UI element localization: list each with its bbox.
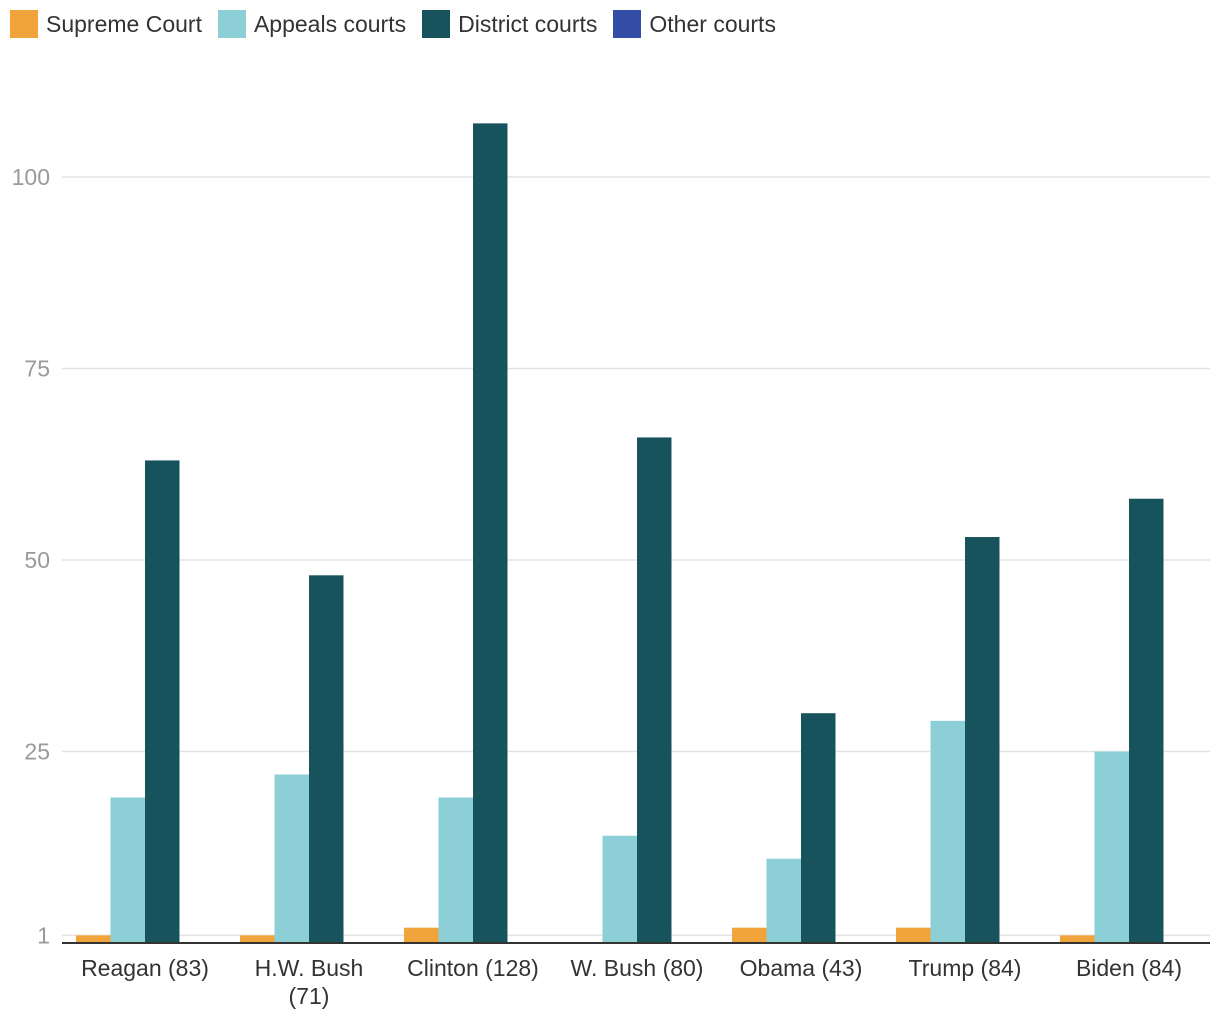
bar-supreme-court [240,935,275,943]
bar-supreme-court [76,935,111,943]
y-tick-label: 75 [24,356,50,382]
legend-item-supreme-court: Supreme Court [10,10,202,38]
legend-item-district-courts: District courts [422,10,597,38]
y-tick-label: 25 [24,739,50,765]
x-tick-label: Reagan (83) [81,955,209,981]
x-tick-label: Trump (84) [909,955,1022,981]
bars [76,123,1164,943]
legend-label: Supreme Court [46,10,202,37]
x-tick-label: Biden (84) [1076,955,1182,981]
legend-swatch [10,10,38,38]
bar-appeals-courts [438,797,473,943]
legend-item-other-courts: Other courts [613,10,776,38]
bar-district-courts [1129,498,1164,943]
bar-supreme-court [1060,935,1095,943]
x-tick-label: Clinton (128) [407,955,539,981]
y-tick-label: 50 [24,547,50,573]
bar-supreme-court [732,927,767,943]
x-tick-label: H.W. Bush (71) [255,955,364,1009]
legend-swatch [422,10,451,38]
bar-appeals-courts [1094,751,1129,943]
legend-swatch [217,10,246,38]
x-tick-label: Obama (43) [740,955,863,981]
legend-swatch [613,10,642,38]
bar-district-courts [965,537,1000,943]
bar-supreme-court [896,927,931,943]
legend-label: Appeals courts [253,10,407,37]
grid-lines [62,176,1210,937]
legend-label: District courts [458,10,598,37]
chart-legend: Supreme Court Appeals courts District co… [10,10,776,38]
y-axis-ticks: 1 25 50 75 100 [12,164,50,948]
y-tick-label: 100 [12,164,50,190]
bar-appeals-courts [110,797,145,943]
y-tick-label: 1 [37,922,50,948]
bar-district-courts [309,575,344,943]
legend-item-appeals-courts: Appeals courts [217,10,407,38]
bar-supreme-court [404,927,439,943]
bar-district-courts [145,460,180,943]
legend-label: Other courts [649,10,776,37]
bar-district-courts [801,713,836,943]
bar-district-courts [473,123,508,943]
bar-appeals-courts [930,720,965,943]
bar-appeals-courts [766,858,801,943]
bar-appeals-courts [602,835,637,943]
x-tick-label: W. Bush (80) [571,955,704,981]
bar-district-courts [637,437,672,943]
x-axis-labels: Reagan (83) H.W. Bush (71) Clinton (128) W. … [81,955,1182,1009]
bar-appeals-courts [274,774,309,943]
